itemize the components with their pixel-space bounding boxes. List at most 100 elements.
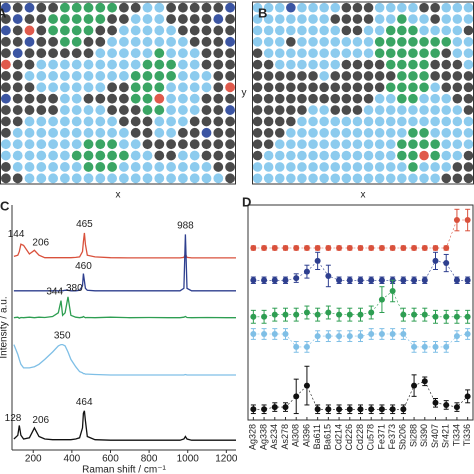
cluster-dot <box>95 162 106 172</box>
cluster-dot <box>189 71 200 81</box>
cluster-dot <box>142 116 153 127</box>
cluster-dot <box>225 93 235 104</box>
cluster-dot <box>119 82 129 93</box>
cluster-dot <box>178 116 188 127</box>
cluster-dot <box>319 93 329 104</box>
cluster-dot <box>385 173 396 184</box>
cluster-dot <box>385 150 396 161</box>
cluster-dot <box>201 36 212 47</box>
cluster-dot <box>352 59 363 70</box>
cluster-dot <box>130 93 141 104</box>
cluster-dot <box>263 128 274 138</box>
cluster-dot <box>166 36 176 47</box>
cluster-dot <box>48 48 58 59</box>
cluster-dot <box>274 150 285 161</box>
point <box>357 333 364 340</box>
cluster-dot <box>12 173 23 184</box>
cluster-dot <box>352 82 363 93</box>
cluster-dot <box>441 173 452 184</box>
cluster-dot <box>363 105 374 115</box>
cluster-dot <box>286 162 296 172</box>
cluster-dot <box>252 14 263 24</box>
cluster-dot <box>463 2 474 13</box>
cluster-dot <box>452 48 463 58</box>
cluster-dot <box>213 162 224 172</box>
cluster-dot <box>119 93 129 104</box>
cluster-dot <box>374 116 385 127</box>
cluster-dot <box>130 139 141 150</box>
cluster-dot <box>12 59 23 70</box>
cluster-dot <box>374 139 385 149</box>
point <box>464 331 471 337</box>
connector <box>253 219 468 249</box>
x-tick-label: Cd228 <box>355 424 365 451</box>
cluster-dot <box>178 14 188 24</box>
cluster-dot <box>263 173 274 184</box>
point <box>346 311 353 318</box>
cluster-dot <box>142 25 153 36</box>
cluster-dot <box>352 139 363 149</box>
point <box>336 311 343 318</box>
cluster-dot <box>71 82 82 93</box>
cluster-dot <box>319 59 329 70</box>
point <box>293 311 300 318</box>
cluster-dot <box>441 48 452 58</box>
point <box>400 245 407 251</box>
point <box>453 313 460 320</box>
point <box>293 245 300 251</box>
cluster-dot <box>374 93 385 104</box>
point <box>336 406 343 413</box>
cluster-dot <box>385 71 396 81</box>
point <box>432 245 439 251</box>
cluster-dot <box>408 59 418 70</box>
cluster-dot <box>397 116 407 127</box>
cluster-dot <box>142 162 153 172</box>
cluster-dot <box>430 82 440 93</box>
cluster-dot <box>385 116 396 127</box>
point <box>325 406 332 413</box>
peak-label: 380 <box>66 283 83 294</box>
cluster-dot <box>1 127 11 138</box>
cluster-dot <box>201 162 212 172</box>
cluster-dot <box>374 105 385 115</box>
cluster-dot <box>341 93 352 104</box>
cluster-dot <box>142 59 153 70</box>
cluster-dot <box>463 162 474 172</box>
cluster-dot <box>119 173 129 184</box>
cluster-dot <box>263 71 274 81</box>
cluster-dot <box>107 93 117 104</box>
cluster-dot <box>385 59 396 70</box>
cluster-dot <box>24 127 35 138</box>
x-tick-label: Ag328 <box>248 424 258 450</box>
cluster-dot <box>452 128 463 138</box>
cluster-dot <box>274 14 285 24</box>
cluster-dot <box>408 71 418 81</box>
cluster-dot <box>107 116 117 127</box>
cluster-dot <box>341 37 352 47</box>
cluster-dot <box>189 36 200 47</box>
cluster-dot <box>274 48 285 58</box>
cluster-dot <box>452 139 463 149</box>
cluster-dot <box>189 14 200 24</box>
cluster-dot <box>419 93 429 104</box>
point <box>400 311 407 318</box>
cluster-dot <box>463 173 474 184</box>
x-tick-label: 200 <box>25 454 42 465</box>
cluster-dot <box>1 82 11 93</box>
cluster-dot <box>419 2 429 13</box>
cluster-dot <box>154 93 165 104</box>
point <box>443 343 450 350</box>
cluster-dot <box>60 139 70 150</box>
cluster-dot <box>142 139 153 150</box>
point <box>421 245 428 251</box>
cluster-dot <box>319 14 329 24</box>
cluster-dot <box>107 14 117 24</box>
cluster-dot <box>385 2 396 13</box>
point <box>432 343 439 350</box>
cluster-dot <box>385 93 396 104</box>
peak-label: 350 <box>54 331 71 342</box>
cluster-dot <box>408 93 418 104</box>
cluster-dot <box>319 25 329 36</box>
cluster-dot <box>252 48 263 58</box>
cluster-dot <box>252 139 263 149</box>
